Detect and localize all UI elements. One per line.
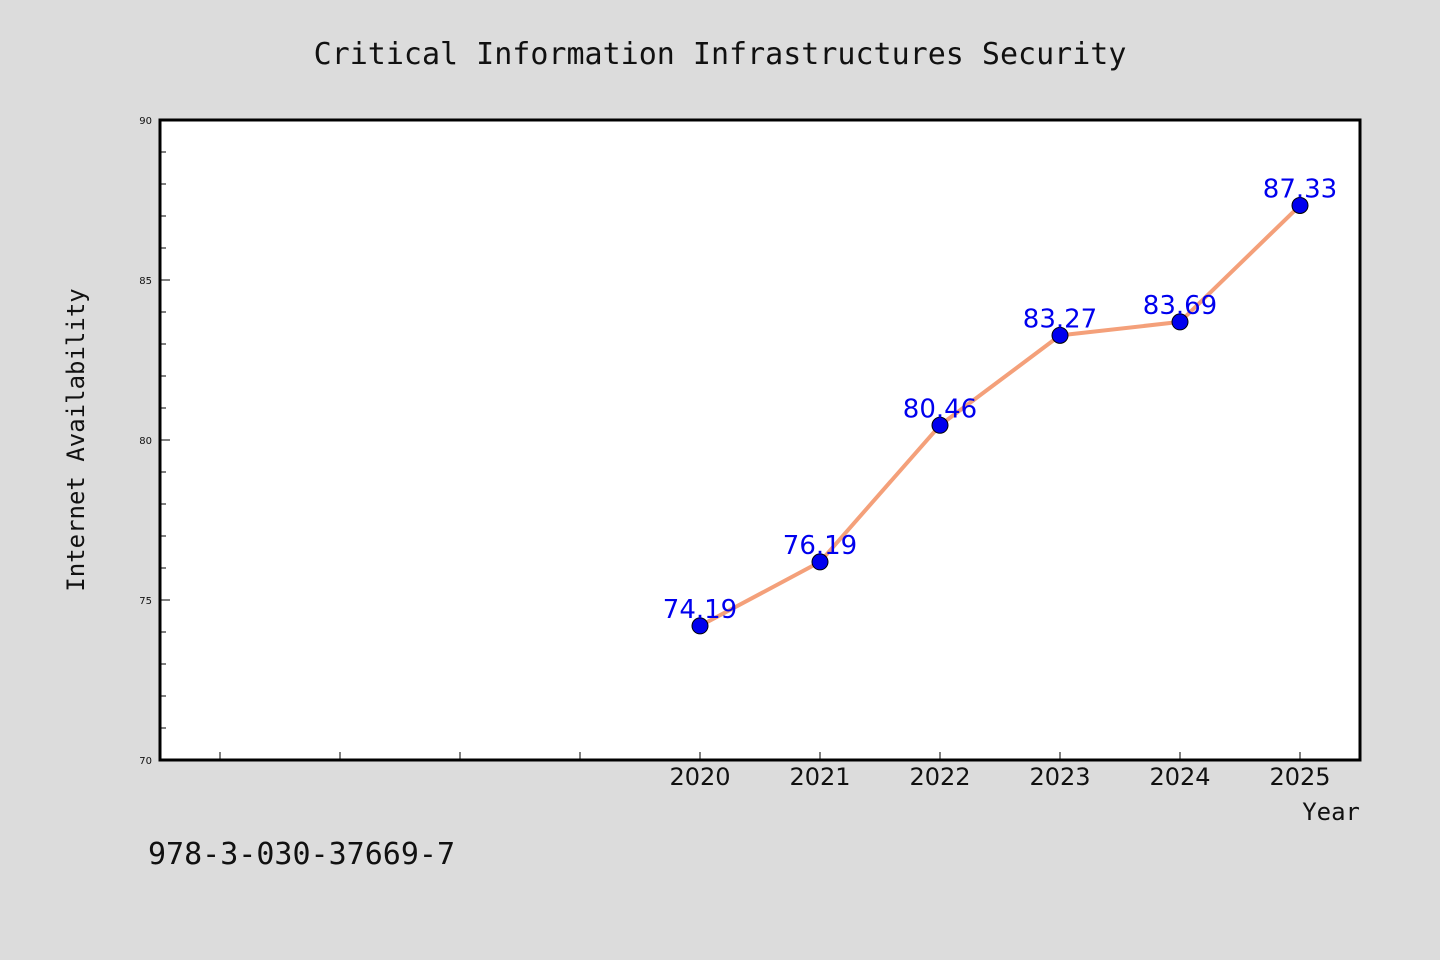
x-tick-label: 2023: [1029, 763, 1090, 791]
y-tick-label: 90: [139, 116, 152, 127]
series-group: 74.19 76.19 80.46 83.27 83.69 87.33: [663, 174, 1337, 635]
chart-title: Critical Information Infrastructures Sec…: [314, 37, 1127, 72]
data-label: 83.27: [1023, 304, 1097, 334]
y-axis-label: Internet Availability: [62, 288, 90, 591]
x-tick-label: 2020: [669, 763, 730, 791]
data-point: [691, 617, 709, 635]
y-tick-label: 70: [139, 756, 152, 767]
series-line: [698, 203, 1302, 628]
x-tick-label: 2025: [1269, 763, 1330, 791]
x-axis-ticks: 2020 2021 2022 2023 2024 2025: [219, 752, 1331, 791]
x-tick-label: 2021: [789, 763, 850, 791]
y-tick-label: 85: [139, 276, 152, 287]
y-tick-label: 75: [139, 596, 152, 607]
y-axis-ticks: 70 75 80 85 90: [139, 116, 170, 767]
plot-area: [158, 118, 1362, 762]
footer-isbn: 978-3-030-37669-7: [148, 837, 455, 872]
data-label: 76.19: [783, 531, 857, 561]
data-label: 80.46: [903, 394, 977, 424]
data-point: [811, 553, 829, 571]
x-tick-label: 2024: [1149, 763, 1210, 791]
x-tick-label: 2022: [909, 763, 970, 791]
data-point: [1171, 313, 1189, 331]
data-point: [1291, 196, 1309, 214]
x-axis-label: Year: [1302, 798, 1360, 826]
y-tick-label: 80: [139, 436, 152, 447]
data-label: 74.19: [663, 595, 737, 625]
data-label: 87.33: [1263, 174, 1337, 204]
data-point: [931, 416, 949, 434]
data-point: [1051, 326, 1069, 344]
data-label: 83.69: [1143, 291, 1217, 321]
